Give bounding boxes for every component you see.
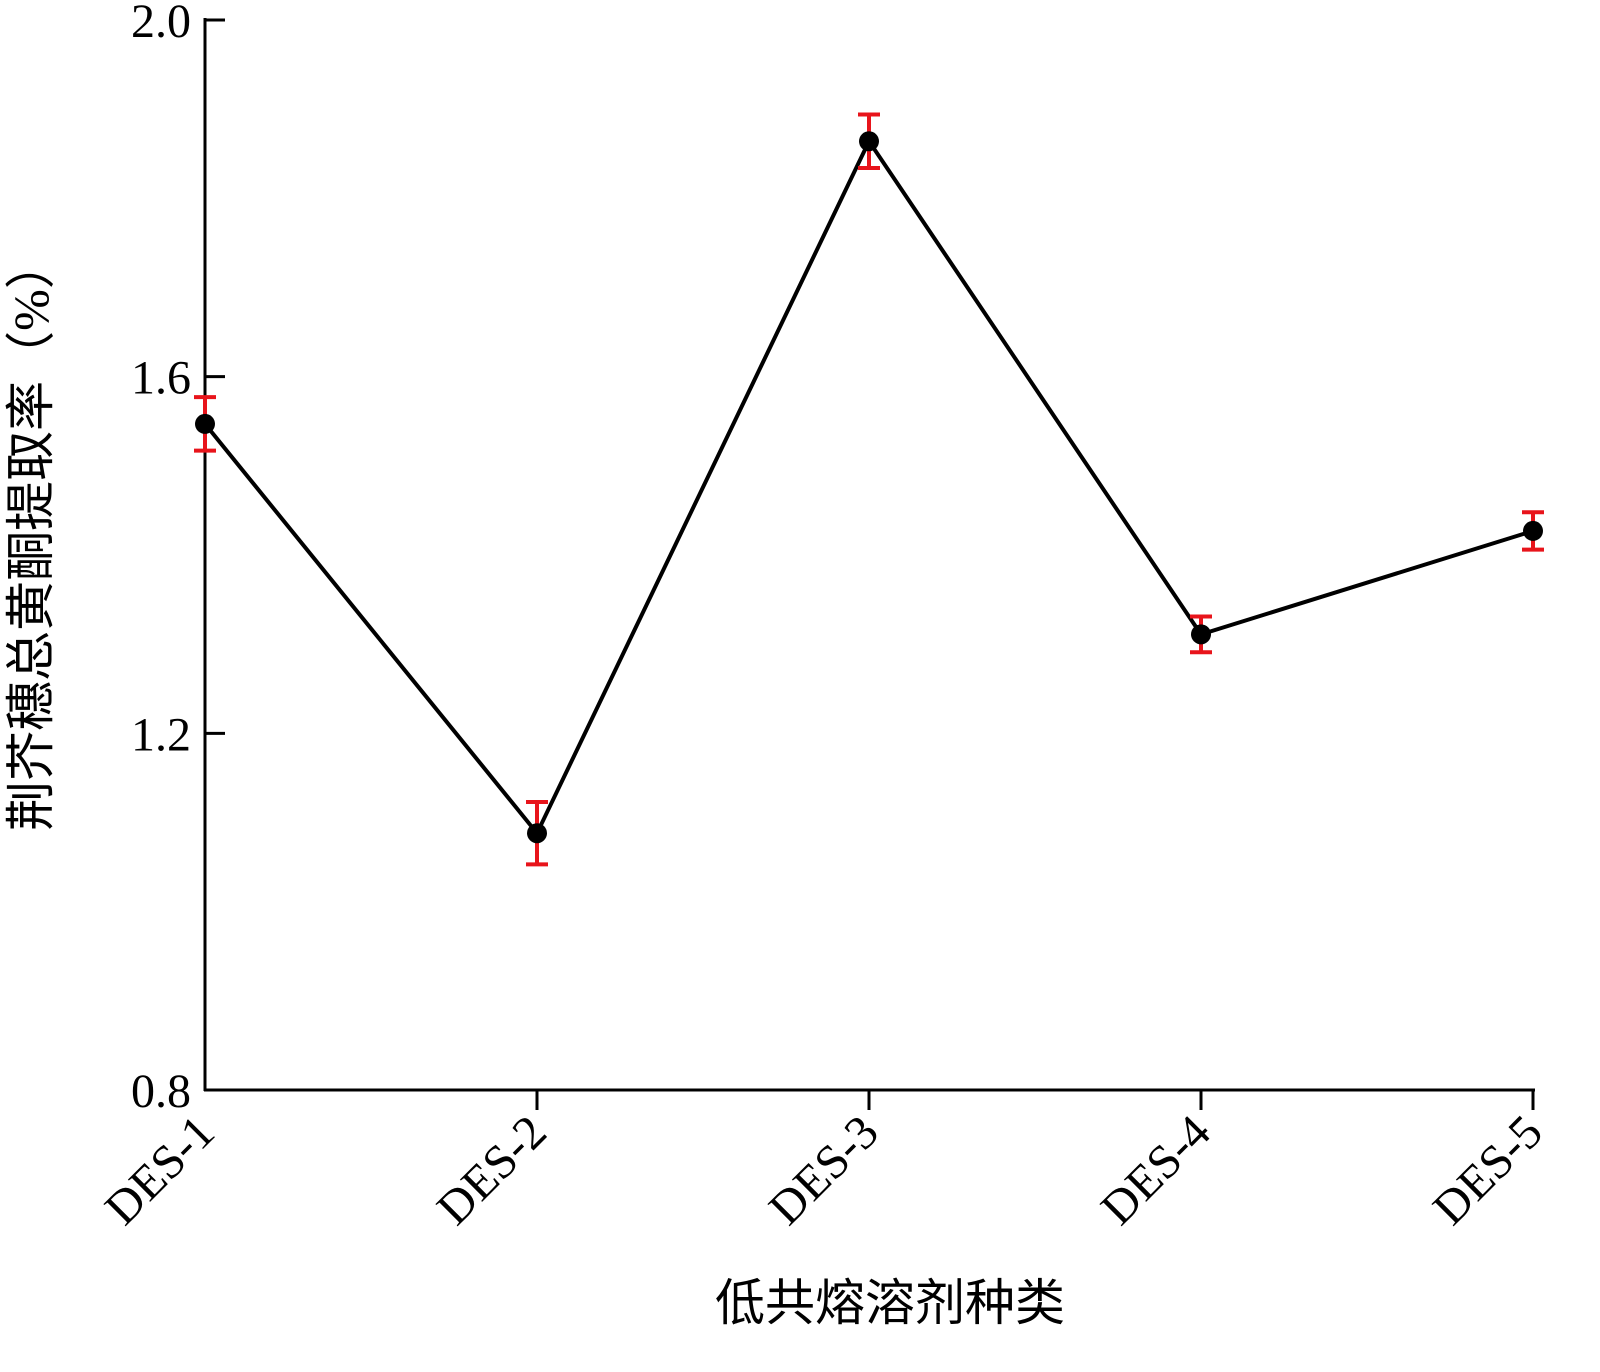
x-tick-label: DES-3 <box>759 1105 889 1235</box>
data-point <box>195 413 215 434</box>
y-tick-label: 1.6 <box>131 352 191 405</box>
data-point <box>859 131 879 152</box>
y-tick-label: 2.0 <box>131 0 191 48</box>
x-tick-label: DES-4 <box>1091 1105 1221 1235</box>
data-point <box>1191 624 1211 645</box>
data-point <box>527 823 547 844</box>
x-tick-label: DES-5 <box>1423 1105 1553 1235</box>
x-axis-title: 低共熔溶剂种类 <box>715 1275 1065 1331</box>
y-axis-title: 荆芥穗总黄酮提取率（%） <box>3 239 59 831</box>
data-line <box>203 137 1534 837</box>
x-tick-label: DES-1 <box>95 1105 225 1235</box>
y-tick-label: 1.2 <box>131 708 191 761</box>
data-point <box>1523 520 1543 541</box>
y-tick-label: 0.8 <box>131 1065 191 1118</box>
x-tick-label: DES-2 <box>427 1105 557 1235</box>
